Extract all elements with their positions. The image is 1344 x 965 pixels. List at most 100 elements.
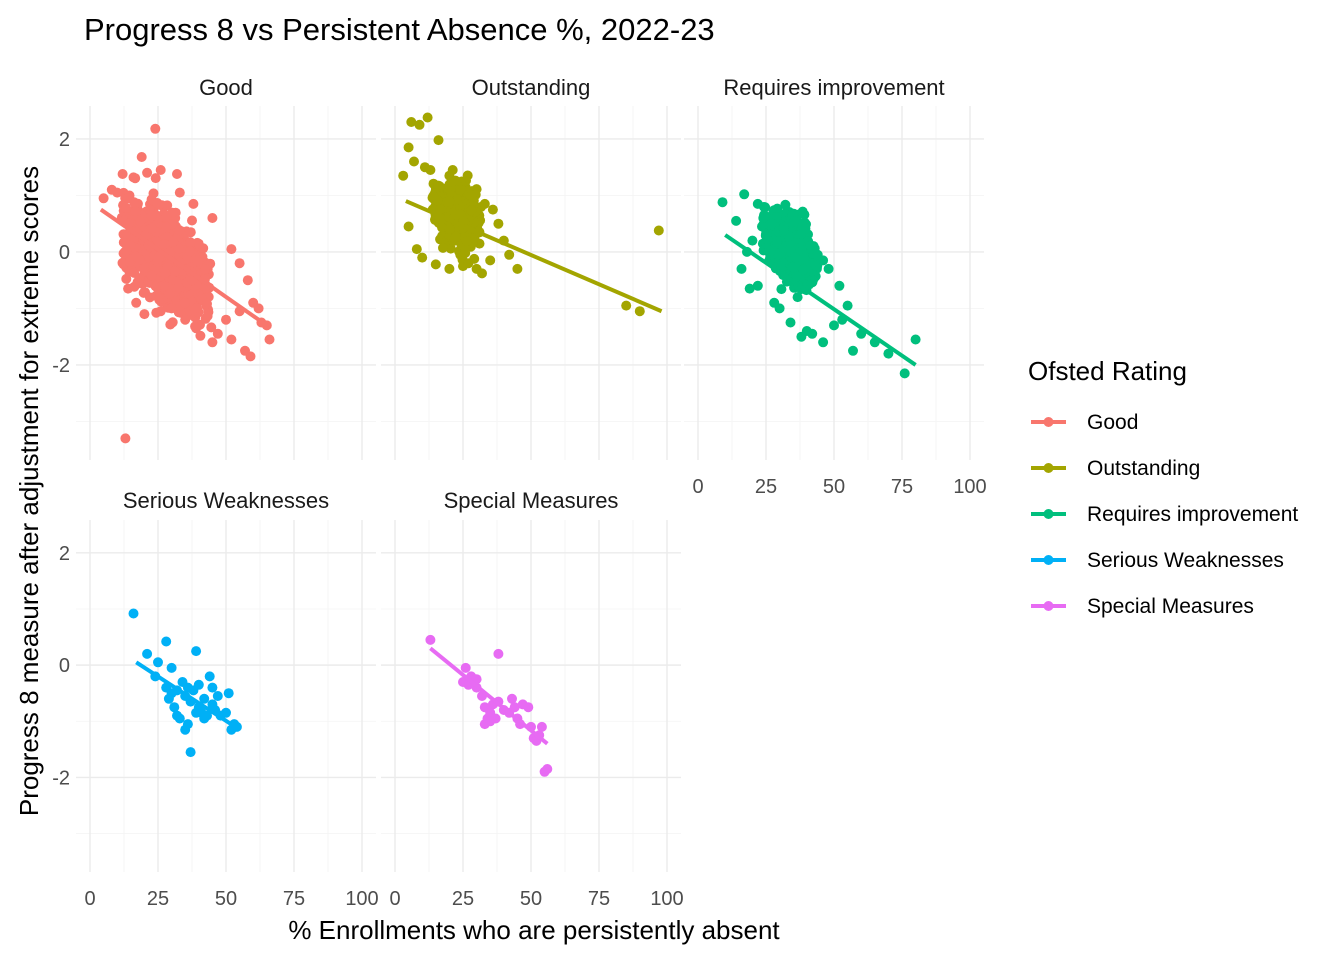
data-point <box>160 267 171 278</box>
data-point <box>152 198 163 208</box>
data-point <box>799 209 810 220</box>
trend-line <box>99 207 268 328</box>
data-point <box>823 263 834 274</box>
data-point <box>452 194 463 205</box>
data-point <box>136 152 147 162</box>
data-point <box>785 317 796 328</box>
trend-line <box>429 646 549 746</box>
legend-item: Serious Weaknesses <box>1031 549 1284 572</box>
data-point <box>207 337 218 348</box>
data-point <box>133 278 144 289</box>
legend-title: Ofsted Rating <box>1028 356 1187 386</box>
data-point <box>455 202 466 213</box>
data-point <box>834 280 845 291</box>
data-point <box>466 205 477 216</box>
data-point <box>776 284 787 295</box>
data-point <box>131 297 142 308</box>
data-point <box>185 246 196 257</box>
legend-item: Special Measures <box>1031 595 1254 618</box>
x-tick-label: 0 <box>692 476 703 498</box>
x-tick-label: 75 <box>283 888 305 910</box>
trend-line <box>405 199 663 314</box>
data-point <box>739 189 750 200</box>
data-point <box>425 634 436 645</box>
data-point <box>187 215 197 226</box>
data-point <box>172 710 182 721</box>
data-point <box>120 433 131 444</box>
data-point <box>195 330 206 341</box>
panels: Good -2 0 2 Outstanding Requires improvement 0… <box>52 75 986 910</box>
data-point <box>487 204 498 215</box>
data-point <box>435 204 446 215</box>
legend-label: Requires improvement <box>1087 503 1298 526</box>
data-point <box>161 211 172 222</box>
data-point <box>425 165 436 175</box>
data-point <box>191 303 202 313</box>
data-point <box>766 218 777 229</box>
data-point <box>417 252 428 263</box>
data-point <box>173 282 184 293</box>
data-point <box>509 702 520 713</box>
data-point <box>752 280 763 291</box>
data-point <box>477 268 487 279</box>
data-point <box>180 314 191 325</box>
data-point <box>450 231 461 242</box>
data-point <box>123 283 134 294</box>
data-point <box>121 273 132 284</box>
data-point <box>788 262 799 273</box>
data-point <box>414 119 425 130</box>
data-point <box>128 608 139 619</box>
x-tick-label: 0 <box>389 888 400 910</box>
x-tick-label: 75 <box>588 888 610 910</box>
legend-label: Outstanding <box>1087 457 1200 480</box>
data-point <box>444 170 455 181</box>
data-point <box>173 243 184 254</box>
data-point <box>428 191 439 202</box>
data-point <box>899 368 910 379</box>
data-point <box>130 251 141 262</box>
data-point <box>135 216 146 227</box>
strip-label: Outstanding <box>472 75 591 100</box>
data-point <box>180 724 191 735</box>
legend-item: Outstanding <box>1031 457 1200 480</box>
data-point <box>761 234 772 245</box>
data-point <box>433 180 444 191</box>
data-point <box>153 253 164 264</box>
data-point <box>780 199 791 210</box>
data-point <box>207 682 218 693</box>
data-point <box>433 135 444 146</box>
x-tick-label: 100 <box>650 888 683 910</box>
data-point <box>758 213 769 223</box>
chart-title: Progress 8 vs Persistent Absence %, 2022… <box>84 12 715 47</box>
data-point <box>128 172 139 183</box>
data-point <box>536 721 547 732</box>
y-axis-title: Progress 8 measure after adjustment for … <box>14 166 44 816</box>
y-tick-label: 0 <box>59 655 70 677</box>
legend-label: Special Measures <box>1087 595 1254 618</box>
data-point <box>812 249 823 260</box>
data-point <box>242 275 253 286</box>
data-point <box>769 297 780 308</box>
data-point <box>485 716 496 727</box>
data-point <box>430 259 441 270</box>
data-point <box>621 300 632 311</box>
strip-label: Serious Weaknesses <box>123 488 329 513</box>
strip-label: Requires improvement <box>723 75 944 100</box>
x-tick-label: 0 <box>84 888 95 910</box>
legend-key-point <box>1043 601 1054 611</box>
data-point <box>199 693 210 704</box>
data-point <box>223 688 234 699</box>
data-point <box>191 646 202 657</box>
data-point <box>161 221 172 232</box>
data-point <box>264 334 275 345</box>
legend-label: Serious Weaknesses <box>1087 549 1284 572</box>
y-tick-label: 2 <box>59 543 70 565</box>
data-point <box>752 198 763 209</box>
data-point <box>789 216 800 227</box>
legend-item: Requires improvement <box>1031 503 1298 526</box>
data-point <box>202 298 212 309</box>
data-point <box>398 170 409 181</box>
data-point <box>798 253 809 264</box>
data-point <box>460 662 471 673</box>
